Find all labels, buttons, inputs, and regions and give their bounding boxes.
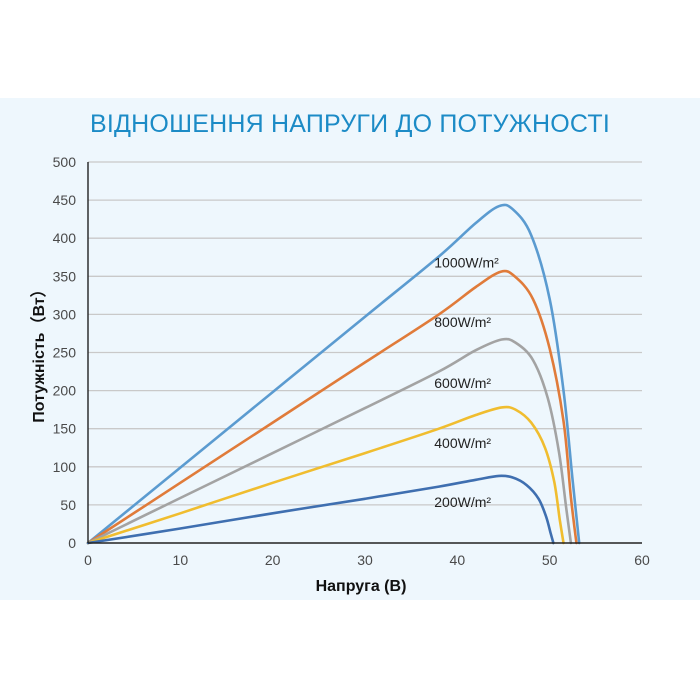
y-tick-label: 300: [53, 306, 77, 322]
x-tick-label: 0: [84, 552, 92, 568]
axis-layer: [87, 162, 642, 544]
grid-layer: [88, 161, 642, 506]
y-axis-title: Потужність（Вт）: [30, 281, 48, 422]
y-tick-label: 450: [53, 192, 77, 208]
series-layer: [86, 203, 581, 545]
y-tick-label: 200: [53, 383, 77, 399]
y-tick-label: 150: [53, 421, 77, 437]
series-label-3: 600W/m²: [434, 375, 491, 391]
series-line-4: [86, 405, 565, 545]
series-line-1: [86, 203, 581, 545]
series-line-2: [86, 269, 578, 545]
series-line-3: [86, 337, 573, 545]
x-tick-label: 60: [634, 552, 650, 568]
y-tick-label: 400: [53, 230, 77, 246]
x-tick-label: 40: [450, 552, 466, 568]
tick-layer: 0 50 100 150 200 250 300 350 400 450 500 0 10 20 30 40 5…: [53, 154, 650, 568]
x-axis-title: Напруга (В): [316, 578, 407, 595]
series-label-2: 800W/m²: [434, 314, 491, 330]
chart-title: ВІДНОШЕННЯ НАПРУГИ ДО ПОТУЖНОСТІ: [90, 110, 610, 138]
series-label-5: 200W/m²: [434, 494, 491, 510]
y-tick-label: 0: [68, 535, 76, 551]
y-tick-label: 350: [53, 268, 77, 284]
x-tick-label: 10: [173, 552, 189, 568]
series-label-layer: 1000W/m² 800W/m² 600W/m² 400W/m² 200W/m²: [434, 255, 499, 510]
series-label-4: 400W/m²: [434, 435, 491, 451]
x-tick-label: 50: [542, 552, 558, 568]
x-tick-label: 20: [265, 552, 281, 568]
series-line-5: [86, 474, 555, 545]
y-tick-label: 500: [53, 154, 77, 170]
x-tick-label: 30: [357, 552, 373, 568]
y-tick-label: 50: [60, 497, 76, 513]
y-tick-label: 250: [53, 345, 77, 361]
series-label-1: 1000W/m²: [434, 255, 499, 271]
chart-background-band: [0, 98, 700, 600]
y-tick-label: 100: [53, 459, 77, 475]
